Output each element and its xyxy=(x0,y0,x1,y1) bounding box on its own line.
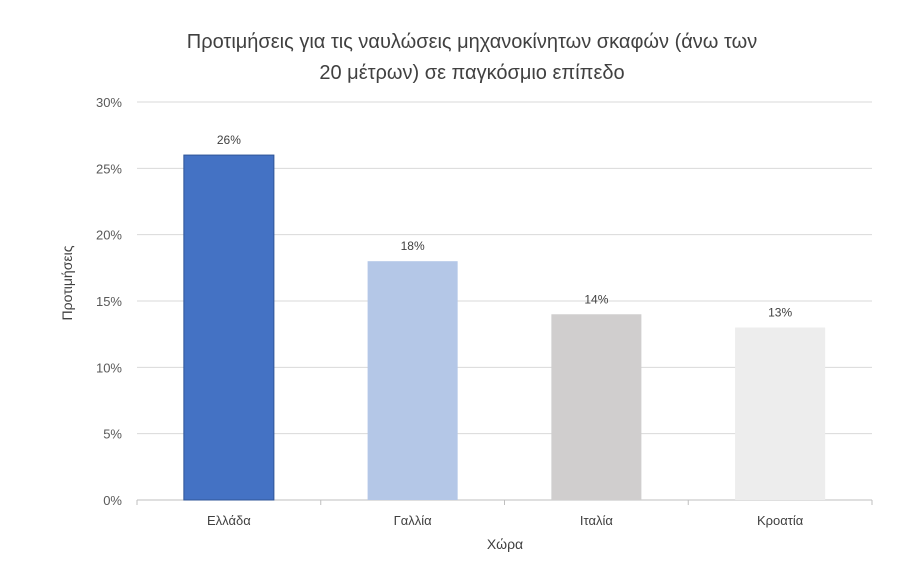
data-label: 14% xyxy=(584,292,608,306)
chart-title-line-1: Προτιμήσεις για τις ναυλώσεις μηχανοκίνη… xyxy=(187,31,757,53)
y-tick-label: 5% xyxy=(103,427,122,442)
x-axis-title: Χώρα xyxy=(487,536,523,552)
x-axis-categories: Ελλάδα Γαλλία Ιταλία Κροατία xyxy=(207,513,804,528)
y-tick-label: 30% xyxy=(96,95,122,110)
bar xyxy=(551,314,642,500)
data-labels: 26% 18% 14% 13% xyxy=(217,133,793,319)
y-axis-ticks: 0% 5% 10% 15% 20% 25% 30% xyxy=(96,95,122,508)
bar xyxy=(367,261,458,500)
y-tick-label: 25% xyxy=(96,161,122,176)
data-label: 13% xyxy=(768,306,792,320)
y-tick-label: 20% xyxy=(96,228,122,243)
category-label: Γαλλία xyxy=(394,513,433,528)
category-label: Ιταλία xyxy=(580,513,613,528)
y-tick-label: 10% xyxy=(96,360,122,375)
bar xyxy=(183,154,275,501)
bar xyxy=(735,327,826,500)
category-label: Κροατία xyxy=(757,513,804,528)
category-label: Ελλάδα xyxy=(207,513,251,528)
bars xyxy=(183,154,826,501)
y-tick-label: 15% xyxy=(96,294,122,309)
y-tick-label: 0% xyxy=(103,493,122,508)
data-label: 18% xyxy=(401,239,425,253)
data-label: 26% xyxy=(217,133,241,147)
y-axis-title: Προτιμήσεις xyxy=(59,245,75,320)
chart-title-line-2: 20 μέτρων) σε παγκόσμιο επίπεδο xyxy=(319,62,624,84)
